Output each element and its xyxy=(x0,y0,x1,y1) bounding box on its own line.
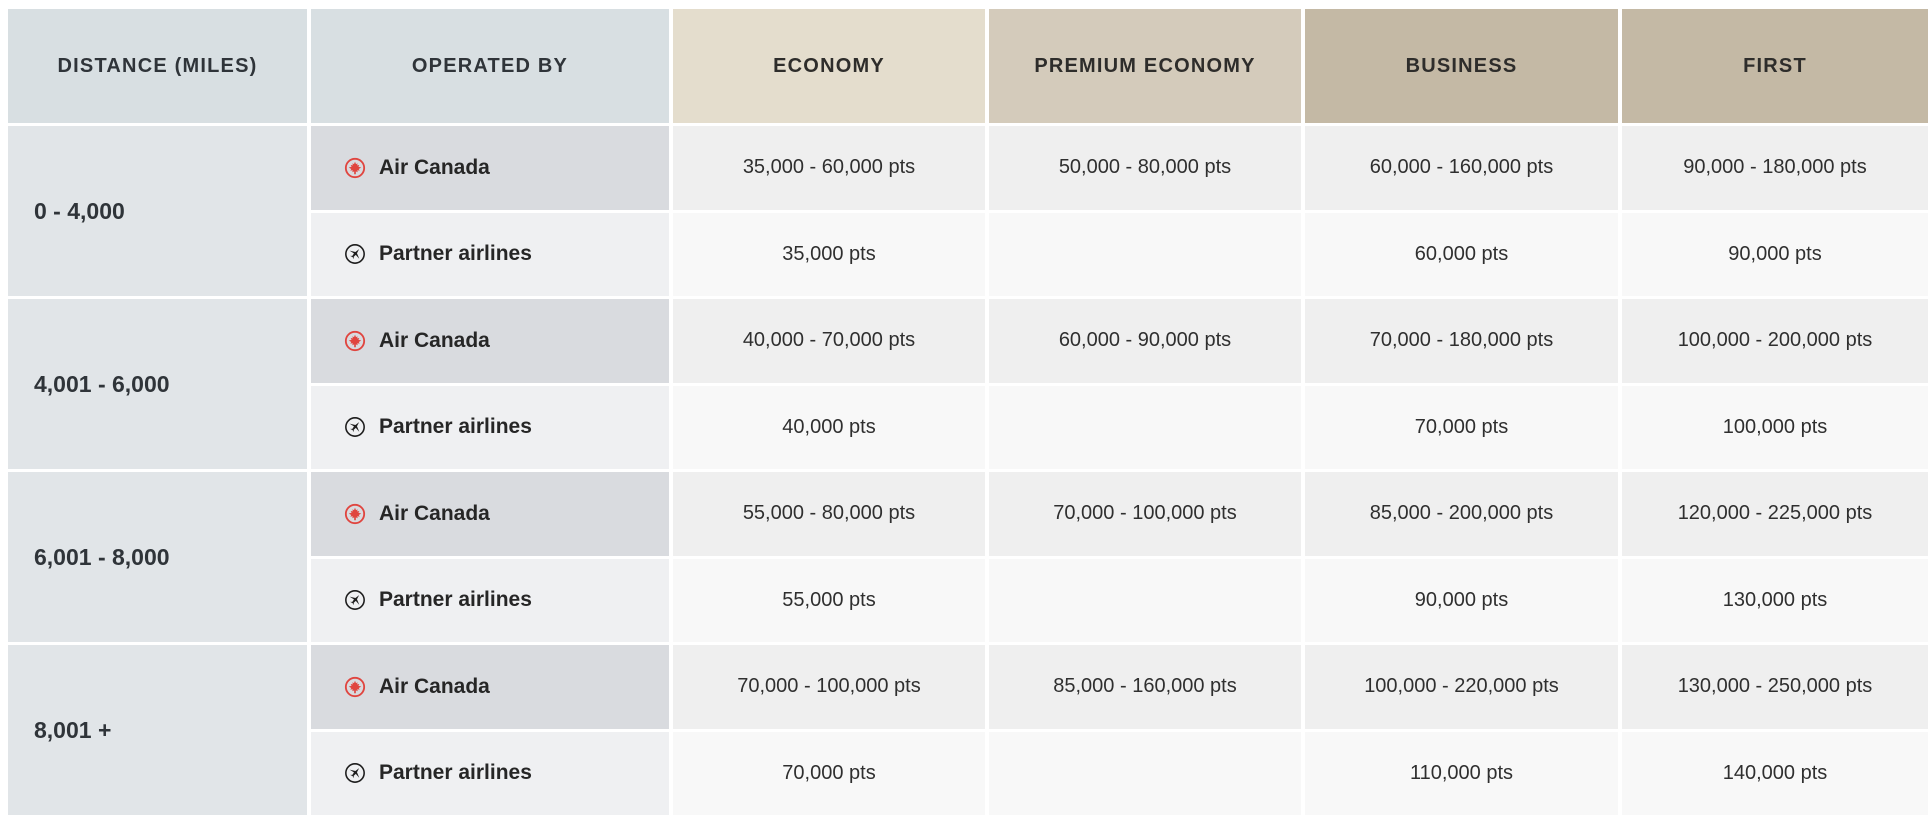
fare-first: 120,000 - 225,000 pts xyxy=(1622,472,1928,556)
air-canada-roundel-icon xyxy=(344,503,366,525)
col-header-economy: ECONOMY xyxy=(673,9,985,123)
operator-partner-airlines: Partner airlines xyxy=(311,212,669,296)
fare-premium-economy: 50,000 - 80,000 pts xyxy=(989,126,1301,210)
operator-partner-airlines: Partner airlines xyxy=(311,558,669,642)
fare-business: 85,000 - 200,000 pts xyxy=(1305,472,1618,556)
fare-business: 60,000 pts xyxy=(1305,212,1618,296)
fare-first: 130,000 - 250,000 pts xyxy=(1622,645,1928,729)
operator-air-canada: Air Canada xyxy=(311,472,669,556)
fare-economy: 40,000 - 70,000 pts xyxy=(673,299,985,383)
operator-label: Partner airlines xyxy=(379,415,532,439)
fare-premium-economy xyxy=(989,385,1301,469)
fare-premium-economy: 70,000 - 100,000 pts xyxy=(989,472,1301,556)
fare-premium-economy xyxy=(989,212,1301,296)
operator-label: Air Canada xyxy=(379,155,490,179)
operator-partner-airlines: Partner airlines xyxy=(311,731,669,815)
operator-label: Air Canada xyxy=(379,328,490,352)
fare-economy: 55,000 - 80,000 pts xyxy=(673,472,985,556)
fare-economy: 35,000 - 60,000 pts xyxy=(673,126,985,210)
operator-air-canada: Air Canada xyxy=(311,645,669,729)
distance-band: 6,001 - 8,000 xyxy=(8,472,307,642)
fare-economy: 40,000 pts xyxy=(673,385,985,469)
operator-label: Air Canada xyxy=(379,674,490,698)
airplane-circle-icon xyxy=(344,243,366,265)
fare-economy: 55,000 pts xyxy=(673,558,985,642)
airplane-circle-icon xyxy=(344,762,366,784)
fare-first: 130,000 pts xyxy=(1622,558,1928,642)
col-header-business: BUSINESS xyxy=(1305,9,1618,123)
operator-label: Partner airlines xyxy=(379,761,532,785)
airplane-circle-icon xyxy=(344,589,366,611)
fare-business: 100,000 - 220,000 pts xyxy=(1305,645,1618,729)
operator-partner-airlines: Partner airlines xyxy=(311,385,669,469)
fare-business: 70,000 pts xyxy=(1305,385,1618,469)
distance-band: 0 - 4,000 xyxy=(8,126,307,296)
fare-economy: 70,000 - 100,000 pts xyxy=(673,645,985,729)
fare-premium-economy xyxy=(989,731,1301,815)
col-header-operated-by: OPERATED BY xyxy=(311,9,669,123)
air-canada-roundel-icon xyxy=(344,676,366,698)
operator-air-canada: Air Canada xyxy=(311,126,669,210)
distance-band: 8,001 + xyxy=(8,645,307,815)
fare-economy: 70,000 pts xyxy=(673,731,985,815)
fare-first: 100,000 pts xyxy=(1622,385,1928,469)
operator-label: Partner airlines xyxy=(379,588,532,612)
air-canada-roundel-icon xyxy=(344,157,366,179)
operator-air-canada: Air Canada xyxy=(311,299,669,383)
fare-business: 60,000 - 160,000 pts xyxy=(1305,126,1618,210)
fare-first: 90,000 pts xyxy=(1622,212,1928,296)
operator-label: Partner airlines xyxy=(379,242,532,266)
fare-economy: 35,000 pts xyxy=(673,212,985,296)
col-header-distance: DISTANCE (MILES) xyxy=(8,9,307,123)
air-canada-roundel-icon xyxy=(344,330,366,352)
fare-first: 100,000 - 200,000 pts xyxy=(1622,299,1928,383)
fare-premium-economy: 85,000 - 160,000 pts xyxy=(989,645,1301,729)
fare-business: 90,000 pts xyxy=(1305,558,1618,642)
fare-first: 140,000 pts xyxy=(1622,731,1928,815)
fare-first: 90,000 - 180,000 pts xyxy=(1622,126,1928,210)
fare-premium-economy xyxy=(989,558,1301,642)
col-header-first: FIRST xyxy=(1622,9,1928,123)
airplane-circle-icon xyxy=(344,416,366,438)
distance-band: 4,001 - 6,000 xyxy=(8,299,307,469)
fare-business: 70,000 - 180,000 pts xyxy=(1305,299,1618,383)
col-header-premium-economy: PREMIUM ECONOMY xyxy=(989,9,1301,123)
fare-business: 110,000 pts xyxy=(1305,731,1618,815)
operator-label: Air Canada xyxy=(379,501,490,525)
fare-premium-economy: 60,000 - 90,000 pts xyxy=(989,299,1301,383)
